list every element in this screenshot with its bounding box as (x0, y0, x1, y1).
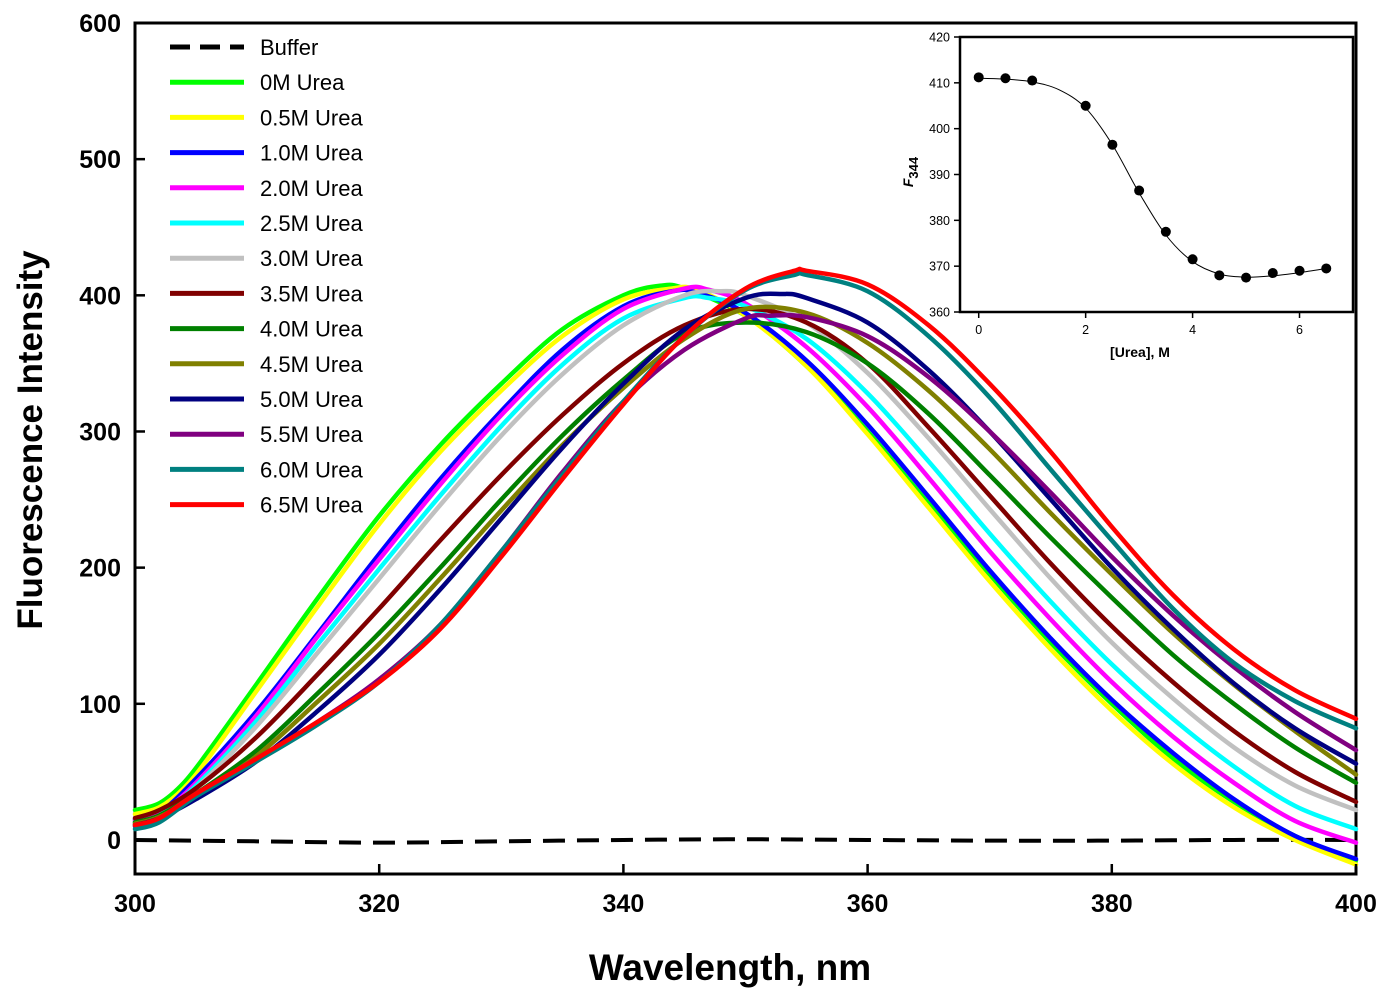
inset-y-tick-label: 410 (929, 76, 950, 90)
main-plot-ticks: 300 320 340 360 380 400 0 100 200 300 400 500 600 (79, 10, 1377, 918)
inset-data-point (1321, 263, 1332, 274)
inset-x-axis-title: [Urea], M (1110, 344, 1170, 360)
inset-y-axis-title: F344 (900, 156, 921, 187)
series-line-3-0m-urea (132, 288, 1359, 826)
inset-y-tick-label: 380 (929, 214, 950, 228)
y-tick-label: 500 (79, 146, 121, 174)
main-plot-lines (132, 266, 1359, 867)
inset-data-point (1134, 185, 1145, 196)
legend-label: 1.0M Urea (260, 141, 363, 166)
series-line-5-0m-urea (132, 291, 1359, 828)
series-line-buffer (134, 837, 1357, 845)
legend-label: 0M Urea (260, 70, 345, 95)
inset-x-tick-label: 2 (1082, 323, 1089, 337)
inset-x-tick-label: 6 (1296, 323, 1303, 337)
inset-data-point (1214, 270, 1225, 281)
legend-label: 6.0M Urea (260, 457, 363, 482)
legend-label: 3.0M Urea (260, 246, 363, 271)
legend-label: 2.5M Urea (260, 211, 363, 236)
inset-x-tick-label: 4 (1189, 323, 1196, 337)
inset-y-tick-label: 370 (929, 260, 950, 274)
inset-data-point (1241, 272, 1252, 283)
inset-data-point (1107, 139, 1118, 150)
series-line-3-5m-urea (132, 306, 1359, 821)
series-line-0m-urea (132, 282, 1359, 863)
inset-data-point (1027, 75, 1038, 86)
inset-plot: 0 2 4 6 360 370 380 390 400 410 420 [Urea], M F344 (900, 31, 1355, 360)
y-tick-label: 300 (79, 418, 121, 446)
inset-data-point (1294, 265, 1305, 276)
legend: Buffer 0M Urea 0.5M Urea 1.0M Urea 2.0M Urea… (170, 35, 363, 518)
series-line-2-5m-urea (132, 293, 1359, 832)
inset-data-point (973, 72, 984, 83)
main-plot: 300 320 340 360 380 400 0 100 200 300 400 500 600 Wa… (11, 10, 1377, 988)
inset-points (973, 72, 1332, 283)
inset-data-point (1080, 100, 1091, 111)
inset-frame (958, 35, 1355, 314)
inset-data-point (1187, 254, 1198, 265)
legend-label: 4.0M Urea (260, 317, 363, 342)
x-axis-title: Wavelength, nm (589, 947, 871, 988)
x-tick-label: 300 (114, 890, 156, 918)
y-tick-label: 0 (107, 827, 121, 855)
inset-y-tick-label: 420 (929, 31, 950, 45)
y-tick-label: 400 (79, 282, 121, 310)
legend-label: 5.5M Urea (260, 422, 363, 447)
series-line-6-5m-urea (132, 266, 1359, 828)
inset-x-tick-label: 0 (975, 323, 982, 337)
inset-y-tick-label: 400 (929, 122, 950, 136)
legend-label: 4.5M Urea (260, 352, 363, 377)
x-tick-label: 400 (1335, 890, 1377, 918)
inset-y-tick-label: 360 (929, 306, 950, 320)
inset-ticks: 0 2 4 6 360 370 380 390 400 410 420 (929, 31, 1303, 338)
inset-y-tick-label: 390 (929, 168, 950, 182)
x-tick-label: 320 (358, 890, 400, 918)
legend-label: Buffer (260, 35, 318, 60)
x-tick-label: 340 (603, 890, 645, 918)
inset-y-axis-title-sub: 344 (906, 156, 921, 178)
y-tick-label: 200 (79, 555, 121, 583)
inset-data-point (1160, 226, 1171, 237)
legend-label: 0.5M Urea (260, 105, 363, 130)
inset-data-point (1000, 73, 1011, 84)
legend-label: 2.0M Urea (260, 176, 363, 201)
y-tick-label: 100 (79, 691, 121, 719)
x-tick-label: 360 (847, 890, 889, 918)
series-line-4-5m-urea (132, 304, 1359, 826)
legend-label: 6.5M Urea (260, 493, 363, 518)
x-tick-label: 380 (1091, 890, 1133, 918)
inset-y-axis-title-main: F (900, 178, 916, 187)
y-axis-title: Fluorescence Intensity (11, 250, 50, 630)
y-tick-label: 600 (79, 10, 121, 38)
main-plot-frame (133, 21, 1358, 876)
inset-data-point (1267, 268, 1278, 279)
inset-fit-curve (978, 77, 1327, 278)
legend-label: 3.5M Urea (260, 281, 363, 306)
legend-label: 5.0M Urea (260, 387, 363, 412)
